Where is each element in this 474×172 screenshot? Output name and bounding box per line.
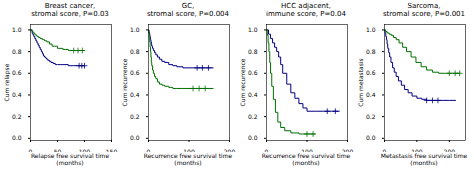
svg-text:50: 50 xyxy=(54,148,62,152)
svg-text:100: 100 xyxy=(79,148,91,152)
svg-text:0.0: 0.0 xyxy=(366,134,376,141)
html-text:Recurrence free survival time: Recurrence free survival time (months) xyxy=(261,152,351,166)
svg-text:1.0: 1.0 xyxy=(366,26,376,33)
svg-text:1.0: 1.0 xyxy=(130,26,140,33)
svg-text:100: 100 xyxy=(183,148,195,152)
svg-text:150: 150 xyxy=(106,148,118,152)
svg-text:0.8: 0.8 xyxy=(12,48,22,55)
svg-text:0.4: 0.4 xyxy=(130,91,140,98)
html-text:GC, stromal score, P=0.004: GC, stromal score, P=0.004 xyxy=(147,2,229,18)
svg-text:200: 200 xyxy=(224,148,236,152)
svg-text:0.8: 0.8 xyxy=(130,48,140,55)
svg-text:0.4: 0.4 xyxy=(248,91,258,98)
svg-text:0.0: 0.0 xyxy=(130,134,140,141)
html-text:Sarcoma, stromal score, P=0.00: Sarcoma, stromal score, P=0.001 xyxy=(383,2,465,18)
svg-text:0.6: 0.6 xyxy=(248,69,258,76)
svg-text:100: 100 xyxy=(411,148,423,152)
svg-text:0.8: 0.8 xyxy=(248,48,258,55)
svg-text:0: 0 xyxy=(383,148,387,152)
svg-text:0.0: 0.0 xyxy=(248,134,258,141)
svg-text:100: 100 xyxy=(301,148,313,152)
svg-text:Cum recurrence: Cum recurrence xyxy=(121,58,128,106)
svg-text:1.0: 1.0 xyxy=(248,26,258,33)
svg-text:0.2: 0.2 xyxy=(12,113,22,120)
html-text:Breast cancer, stromal score,: Breast cancer, stromal score, P=0.03 xyxy=(31,2,109,18)
svg-text:0.2: 0.2 xyxy=(366,113,376,120)
svg-text:0.6: 0.6 xyxy=(130,69,140,76)
svg-text:200: 200 xyxy=(342,148,354,152)
html-text:Relapse free survival time (mo: Relapse free survival time (months) xyxy=(30,152,110,166)
svg-text:Cum recurrence: Cum recurrence xyxy=(239,58,246,106)
svg-text:0: 0 xyxy=(265,148,269,152)
svg-text:Cum relapse: Cum relapse xyxy=(3,63,11,101)
svg-text:0.6: 0.6 xyxy=(12,69,22,76)
html-text:Recurrence free survival time: Recurrence free survival time (months) xyxy=(143,152,233,166)
svg-text:0: 0 xyxy=(29,148,33,152)
svg-text:1.0: 1.0 xyxy=(12,26,22,33)
svg-text:200: 200 xyxy=(444,148,456,152)
svg-text:Cum metastasis: Cum metastasis xyxy=(357,58,364,106)
svg-text:0.2: 0.2 xyxy=(130,113,140,120)
html-text:Metastasis free survival time: Metastasis free survival time (months) xyxy=(380,152,468,166)
svg-text:0.4: 0.4 xyxy=(12,91,22,98)
svg-text:0: 0 xyxy=(147,148,151,152)
svg-text:0.6: 0.6 xyxy=(366,69,376,76)
svg-text:0.4: 0.4 xyxy=(366,91,376,98)
svg-text:0.2: 0.2 xyxy=(248,113,258,120)
html-text:HCC adjacent, immune score, P=: HCC adjacent, immune score, P=0.04 xyxy=(266,2,346,18)
svg-text:0.8: 0.8 xyxy=(366,48,376,55)
svg-text:0.0: 0.0 xyxy=(12,134,22,141)
